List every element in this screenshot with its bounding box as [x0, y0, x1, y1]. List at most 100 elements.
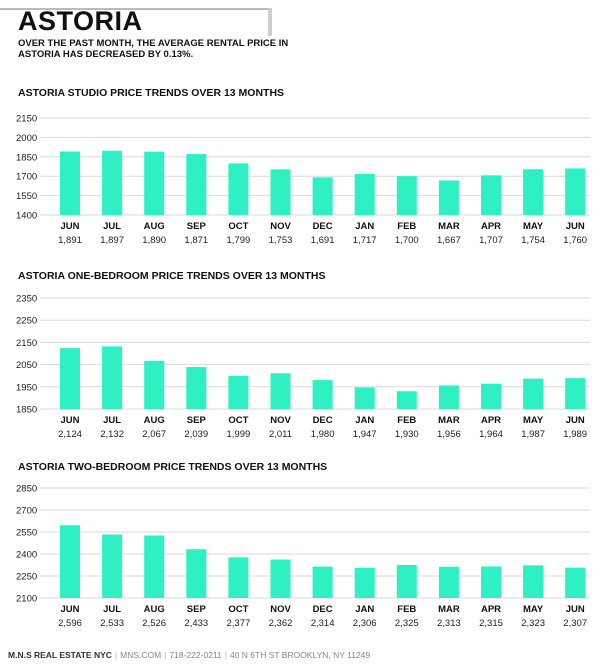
- one-bedroom-bar: [354, 387, 375, 409]
- two-bedroom-bar: [396, 565, 417, 598]
- two-bedroom-value-label: 2,596: [58, 618, 82, 629]
- one-bedroom-value-label: 1,989: [563, 429, 587, 440]
- studio-bar: [228, 163, 249, 215]
- one-bedroom-bar: [270, 373, 291, 409]
- studio-bar: [481, 175, 501, 215]
- studio-month-label: JAN: [355, 221, 374, 232]
- studio-y-tick-label: 1700: [16, 172, 37, 183]
- studio-month-label: MAR: [438, 221, 460, 232]
- two-bedroom-y-tick-label: 2700: [16, 506, 37, 517]
- two-bedroom-month-label: NOV: [270, 604, 291, 615]
- one-bedroom-value-label: 1,999: [227, 429, 251, 440]
- one-bedroom-bar: [312, 380, 333, 409]
- two-bedroom-value-label: 2,325: [395, 618, 419, 629]
- two-bedroom-y-tick-label: 2550: [16, 528, 37, 539]
- two-bedroom-value-label: 2,377: [227, 618, 251, 629]
- studio-y-tick-label: 2150: [16, 114, 37, 125]
- studio-bar: [354, 174, 375, 215]
- studio-bar: [438, 180, 459, 215]
- two-bedroom-bar: [438, 566, 459, 598]
- one-bedroom-bar: [396, 391, 417, 409]
- one-bedroom-month-label: MAR: [438, 415, 460, 426]
- studio-y-tick-label: 1850: [16, 152, 37, 163]
- studio-month-label: DEC: [313, 221, 333, 232]
- studio-bar: [312, 177, 333, 215]
- two-bedroom-value-label: 2,433: [184, 618, 208, 629]
- studio-y-tick-label: 1550: [16, 191, 37, 202]
- two-bedroom-month-label: FEB: [397, 604, 416, 615]
- one-bedroom-value-label: 2,132: [100, 429, 124, 440]
- studio-bar: [523, 169, 544, 215]
- two-bedroom-month-label: JAN: [355, 604, 374, 615]
- one-bedroom-chart-title: ASTORIA ONE-BEDROOM PRICE TRENDS OVER 13…: [18, 270, 326, 282]
- one-bedroom-value-label: 1,980: [311, 429, 335, 440]
- one-bedroom-month-label: JUN: [566, 415, 585, 426]
- studio-value-label: 1,753: [269, 235, 293, 246]
- two-bedroom-bar: [312, 566, 333, 598]
- studio-value-label: 1,717: [353, 235, 377, 246]
- studio-value-label: 1,760: [563, 235, 587, 246]
- two-bedroom-month-label: AUG: [144, 604, 165, 615]
- studio-month-label: JUL: [103, 221, 121, 232]
- two-bedroom-month-label: JUN: [566, 604, 585, 615]
- one-bedroom-bar: [102, 346, 123, 409]
- studio-month-label: FEB: [397, 221, 416, 232]
- two-bedroom-y-tick-label: 2100: [16, 594, 37, 605]
- one-bedroom-value-label: 1,987: [521, 429, 545, 440]
- studio-chart-title: ASTORIA STUDIO PRICE TRENDS OVER 13 MONT…: [18, 87, 285, 99]
- two-bedroom-value-label: 2,533: [100, 618, 124, 629]
- two-bedroom-bar: [186, 549, 207, 598]
- one-bedroom-y-tick-label: 2150: [16, 338, 37, 349]
- studio-bar: [60, 151, 80, 215]
- studio-value-label: 1,700: [395, 235, 419, 246]
- one-bedroom-month-label: OCT: [228, 415, 248, 426]
- one-bedroom-y-tick-label: 1950: [16, 382, 37, 393]
- one-bedroom-month-label: MAY: [523, 415, 544, 426]
- one-bedroom-y-tick-label: 1850: [16, 405, 37, 416]
- header-rule: [0, 8, 272, 10]
- one-bedroom-bar: [144, 360, 165, 409]
- studio-bar: [565, 168, 586, 215]
- one-bedroom-bar: [523, 378, 544, 409]
- studio-bar: [102, 150, 123, 215]
- two-bedroom-value-label: 2,307: [563, 618, 587, 629]
- one-bedroom-price-chart: 2350 2250 2150 2050 1950 1850 JUN 2,124 JUL 2,132…: [16, 294, 590, 440]
- one-bedroom-y-tick-label: 2350: [16, 294, 37, 305]
- two-bedroom-value-label: 2,323: [521, 618, 545, 629]
- two-bedroom-y-tick-label: 2250: [16, 572, 37, 583]
- two-bedroom-month-label: APR: [481, 604, 501, 615]
- studio-value-label: 1,667: [437, 235, 461, 246]
- two-bedroom-month-label: MAR: [438, 604, 460, 615]
- studio-bar: [144, 151, 165, 215]
- studio-value-label: 1,871: [184, 235, 208, 246]
- studio-bar: [270, 169, 291, 215]
- two-bedroom-value-label: 2,306: [353, 618, 377, 629]
- one-bedroom-month-label: JUL: [103, 415, 121, 426]
- two-bedroom-bar: [60, 525, 80, 598]
- studio-month-label: JUN: [566, 221, 585, 232]
- two-bedroom-value-label: 2,526: [142, 618, 166, 629]
- one-bedroom-value-label: 2,067: [142, 429, 166, 440]
- studio-month-label: APR: [481, 221, 501, 232]
- two-bedroom-bar: [102, 534, 123, 598]
- two-bedroom-value-label: 2,315: [479, 618, 503, 629]
- studio-y-tick-label: 1400: [16, 211, 37, 222]
- two-bedroom-chart-title: ASTORIA TWO-BEDROOM PRICE TRENDS OVER 13…: [18, 461, 328, 473]
- two-bedroom-bar: [228, 557, 249, 598]
- footer-website[interactable]: MNS.COM: [120, 650, 162, 660]
- two-bedroom-bar: [144, 535, 165, 598]
- footer: M.N.S REAL ESTATE NYC | MNS.COM | 718-222-02…: [8, 650, 371, 660]
- one-bedroom-value-label: 1,964: [479, 429, 503, 440]
- studio-value-label: 1,891: [58, 235, 82, 246]
- studio-bar: [186, 154, 207, 215]
- two-bedroom-value-label: 2,314: [311, 618, 335, 629]
- two-bedroom-month-label: JUN: [60, 604, 79, 615]
- two-bedroom-month-label: OCT: [228, 604, 248, 615]
- one-bedroom-bar: [438, 385, 459, 409]
- studio-value-label: 1,897: [100, 235, 124, 246]
- one-bedroom-bar: [228, 375, 249, 409]
- one-bedroom-value-label: 1,947: [353, 429, 377, 440]
- one-bedroom-value-label: 1,930: [395, 429, 419, 440]
- one-bedroom-month-label: APR: [481, 415, 501, 426]
- header-rule-accent: [268, 8, 272, 36]
